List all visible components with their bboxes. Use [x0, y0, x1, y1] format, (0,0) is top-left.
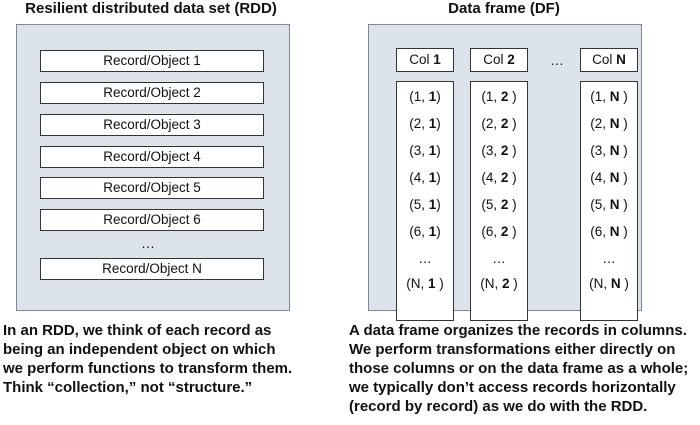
rdd-ellipsis: … — [141, 235, 155, 251]
df-cell: (1, N ) — [590, 89, 628, 104]
rdd-title: Resilient distributed data set (RDD) — [25, 0, 277, 17]
df-cell: (4, N ) — [590, 170, 628, 185]
df-cell: (N, N ) — [589, 276, 629, 291]
col-label: Col — [483, 52, 508, 67]
df-header-ellipsis: … — [550, 52, 564, 68]
df-cell-ellipsis: … — [418, 251, 432, 266]
df-cell-ellipsis: … — [602, 251, 616, 266]
df-cell: (3, 1) — [409, 143, 441, 158]
df-cell: (5, 2 ) — [481, 197, 517, 212]
col-index: 2 — [507, 52, 515, 67]
df-column-header: Col N — [580, 48, 638, 72]
rdd-record: Record/Object 2 — [40, 82, 264, 104]
df-cell: (N, 2 ) — [480, 276, 518, 291]
df-column-header: Col 2 — [470, 48, 528, 72]
df-cell: (5, 1) — [409, 197, 441, 212]
df-cell: (3, 2 ) — [481, 143, 517, 158]
df-column-n: (1, N ) (2, N ) (3, N ) (4, N ) (5, N ) … — [580, 81, 638, 321]
df-cell: (2, 1) — [409, 116, 441, 131]
df-cell: (6, 1) — [409, 224, 441, 239]
rdd-caption-line: we perform functions to transform them. — [3, 360, 293, 377]
rdd-record-last: Record/Object N — [40, 258, 264, 280]
df-cell: (1, 2 ) — [481, 89, 517, 104]
df-cell: (4, 2 ) — [481, 170, 517, 185]
df-panel: Col 1 (1, 1) (2, 1) (3, 1) (4, 1) (5, 1)… — [368, 24, 642, 321]
rdd-record: Record/Object 5 — [40, 177, 264, 199]
rdd-panel: Record/Object 1 Record/Object 2 Record/O… — [16, 24, 290, 311]
rdd-record: Record/Object 6 — [40, 209, 264, 231]
rdd-caption-line: In an RDD, we think of each record as — [3, 322, 272, 339]
df-caption-line: those columns or on the data frame as a … — [349, 360, 689, 377]
col-index: N — [616, 52, 626, 67]
rdd-caption: In an RDD, we think of each record as be… — [3, 321, 323, 397]
df-column-2: (1, 2 ) (2, 2 ) (3, 2 ) (4, 2 ) (5, 2 ) … — [470, 81, 528, 321]
df-cell: (6, 2 ) — [481, 224, 517, 239]
rdd-record: Record/Object 1 — [40, 50, 264, 72]
df-cell-ellipsis: … — [492, 251, 506, 266]
rdd-caption-line: Think “collection,” not “structure.” — [3, 379, 253, 396]
df-column-header: Col 1 — [396, 48, 454, 72]
df-caption-line: we typically don’t access records horizo… — [349, 379, 676, 396]
df-cell: (N, 1 ) — [406, 276, 444, 291]
df-cell: (6, N ) — [590, 224, 628, 239]
df-title: Data frame (DF) — [448, 0, 560, 17]
df-caption: A data frame organizes the records in co… — [349, 321, 699, 416]
col-label: Col — [592, 52, 617, 67]
rdd-record: Record/Object 3 — [40, 114, 264, 136]
rdd-caption-line: being an independent object on which — [3, 341, 276, 358]
df-caption-line: (record by record) as we do with the RDD… — [349, 398, 648, 415]
df-caption-line: We perform transformations either direct… — [349, 341, 676, 358]
col-index: 1 — [433, 52, 441, 67]
col-label: Col — [409, 52, 434, 67]
df-cell: (3, N ) — [590, 143, 628, 158]
df-caption-line: A data frame organizes the records in co… — [349, 322, 687, 339]
df-column-1: (1, 1) (2, 1) (3, 1) (4, 1) (5, 1) (6, 1… — [396, 81, 454, 321]
df-cell: (5, N ) — [590, 197, 628, 212]
df-cell: (2, N ) — [590, 116, 628, 131]
rdd-record: Record/Object 4 — [40, 146, 264, 168]
df-cell: (4, 1) — [409, 170, 441, 185]
df-cell: (2, 2 ) — [481, 116, 517, 131]
df-cell: (1, 1) — [409, 89, 441, 104]
